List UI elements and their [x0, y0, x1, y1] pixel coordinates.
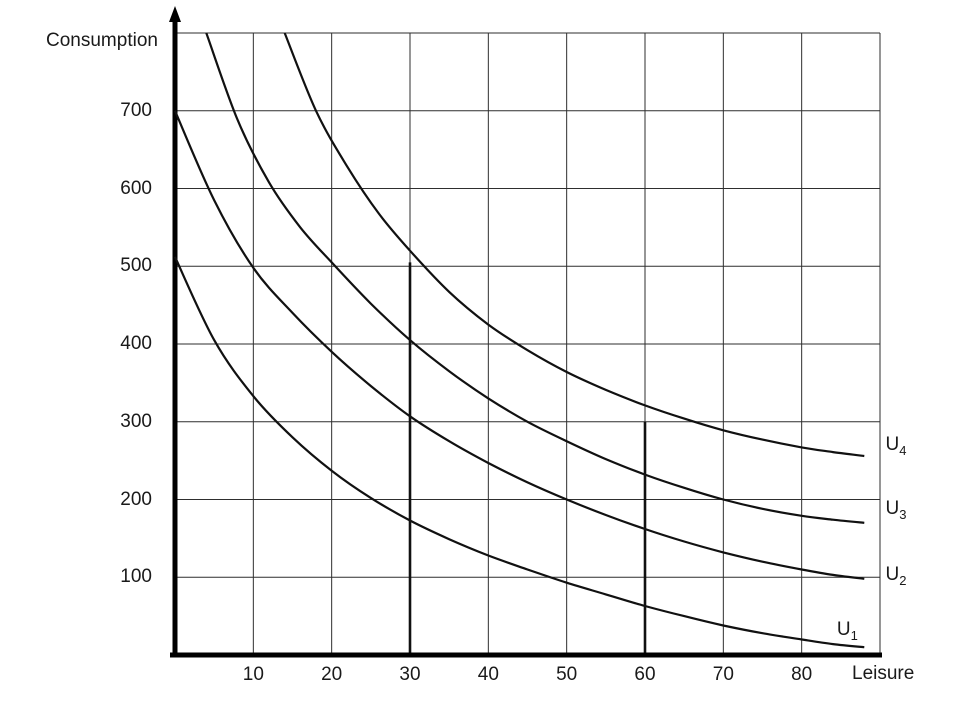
- x-tick-label-70: 70: [712, 664, 734, 685]
- x-tick-label-80: 80: [791, 664, 813, 685]
- y-tick-label-500: 500: [120, 255, 152, 277]
- x-tick-label-60: 60: [634, 664, 656, 685]
- curve-label-u1: U1: [837, 619, 858, 643]
- curve-label-subscript: 4: [899, 442, 907, 458]
- y-tick-label-100: 100: [120, 566, 152, 588]
- x-tick-label-30: 30: [399, 664, 421, 685]
- curve-label-base: U: [836, 618, 851, 640]
- curve-label-subscript: 2: [899, 573, 907, 589]
- y-tick-label-300: 300: [120, 410, 152, 432]
- indifference-curve-u2: [173, 110, 865, 580]
- y-tick-label-200: 200: [120, 488, 152, 510]
- curve-label-base: U: [885, 498, 900, 520]
- indifference-curve-u3: [205, 32, 865, 524]
- x-tick-label-10: 10: [242, 664, 264, 685]
- y-tick-label-700: 700: [120, 99, 152, 121]
- curve-label-subscript: 1: [850, 627, 858, 643]
- curve-label-u2: U2: [885, 564, 906, 588]
- curve-label-base: U: [885, 433, 900, 455]
- y-tick-label-400: 400: [120, 333, 152, 354]
- curve-label-base: U: [885, 564, 900, 586]
- y-axis-title: Consumption: [46, 30, 158, 51]
- x-axis-title: Leisure: [852, 663, 915, 684]
- y-axis-arrow-icon: [169, 6, 181, 22]
- curve-label-subscript: 3: [899, 506, 907, 522]
- curve-label-u4: U4: [885, 434, 906, 458]
- indifference-curve-u4: [283, 32, 865, 458]
- x-tick-label-20: 20: [321, 664, 343, 685]
- curve-label-u3: U3: [885, 498, 906, 522]
- x-tick-label-40: 40: [477, 664, 499, 685]
- indifference-curve-u1: [174, 256, 865, 649]
- y-tick-label-600: 600: [120, 177, 152, 199]
- x-tick-label-50: 50: [556, 664, 578, 685]
